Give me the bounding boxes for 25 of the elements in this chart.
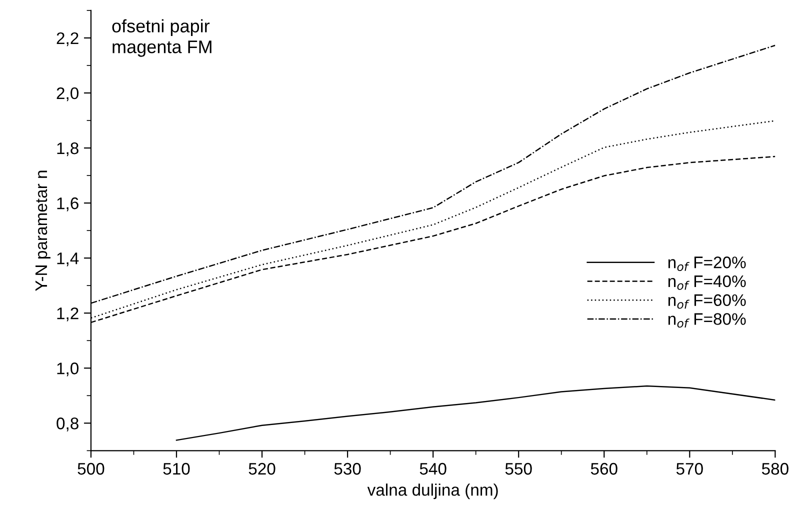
legend-label: n$_{of}$ F=40% — [668, 275, 746, 290]
x-axis-title: valna duljina (nm) — [367, 484, 498, 500]
legend-label: n$_{of}$ F=80% — [668, 313, 746, 328]
y-tick-label: 1,0 — [57, 362, 79, 376]
x-tick-label: 500 — [78, 462, 104, 475]
y-tick-label: 1,6 — [57, 197, 78, 212]
y-tick-label: 0,8 — [56, 418, 78, 432]
y-tick-label: 1,2 — [57, 307, 78, 322]
annotation: ofsetni papir magenta FM — [112, 19, 212, 57]
x-tick-label: 510 — [163, 462, 190, 475]
x-tick-label: 560 — [590, 462, 618, 475]
line-series — [176, 385, 776, 441]
y-tick-label: 1,8 — [57, 142, 78, 156]
x-tick-label: 530 — [334, 462, 361, 475]
x-tick-label: 540 — [420, 462, 446, 475]
legend-label: n$_{of}$ F=20% — [668, 256, 746, 272]
x-tick-label: 520 — [248, 462, 276, 475]
y-axis-title: Y-N parametar n — [36, 170, 50, 292]
x-tick-label: 580 — [762, 462, 788, 475]
y-tick-label: 2,0 — [56, 87, 79, 102]
legend-label: n$_{of}$ F=60% — [668, 294, 746, 309]
y-tick-label: 2,2 — [56, 32, 78, 46]
x-tick-label: 570 — [676, 462, 703, 475]
x-tick-label: 550 — [505, 462, 532, 475]
y-tick-label: 1,4 — [57, 252, 79, 266]
